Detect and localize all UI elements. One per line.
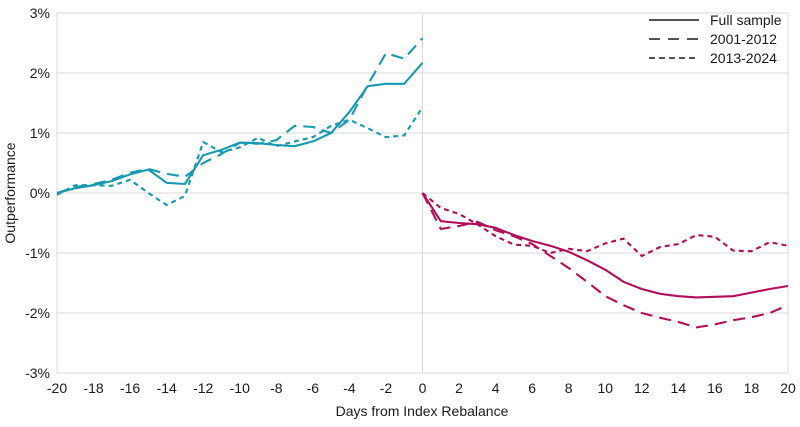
x-tick-label: 2 [455,380,463,396]
x-tick-label: -10 [230,380,250,396]
legend-label: 2001-2012 [710,30,777,47]
y-tick-label: -1% [25,245,50,261]
x-tick-label: 16 [707,380,723,396]
legend-item-2001-2012: 2001-2012 [648,30,788,47]
x-tick-label: -18 [83,380,103,396]
y-tick-label: 2% [30,65,50,81]
x-tick-label: 14 [671,380,687,396]
x-axis-title: Days from Index Rebalance [336,403,509,419]
x-tick-label: 0 [419,380,427,396]
legend: Full sample 2001-2012 2013-2024 [648,11,788,66]
legend-label: 2013-2024 [710,49,777,66]
legend-line-long-dash-icon [649,37,699,40]
legend-item-2013-2024: 2013-2024 [648,49,788,66]
series-line-pre-long-dash [56,37,424,194]
x-tick-label: -4 [343,380,356,396]
x-tick-label: 8 [565,380,573,396]
x-tick-label: -2 [380,380,393,396]
x-tick-label: -14 [157,380,177,396]
y-tick-label: 3% [30,5,50,21]
series-line-post-long-dash [421,192,789,329]
x-tick-label: -20 [47,380,67,396]
x-tick-label: 18 [744,380,760,396]
y-tick-label: 1% [30,125,50,141]
series-line-pre-solid [56,62,424,195]
series-line-post-short-dash [421,192,789,258]
axis-tick-labels: 3%2%1%0%-1%-2%-3%-20 -18 -16 -14 -12 -10 -8 -6-… [25,5,796,396]
series-line-post-solid [421,192,789,299]
x-tick-label: -6 [307,380,320,396]
x-tick-label: 12 [634,380,650,396]
x-tick-label: 6 [528,380,536,396]
legend-item-full-sample: Full sample [648,11,788,28]
legend-line-solid-icon [649,18,699,21]
x-tick-label: -12 [193,380,213,396]
y-tick-label: 0% [30,185,50,201]
legend-line-short-dash-icon [649,56,699,59]
gridlines [56,12,789,374]
x-tick-label: 20 [780,380,796,396]
y-tick-label: -2% [25,305,50,321]
x-tick-label: -8 [270,380,283,396]
series-line-pre-short-dash [56,106,424,207]
x-tick-label: 4 [492,380,500,396]
y-tick-label: -3% [25,365,50,381]
data-series [56,37,789,329]
x-tick-label: 10 [597,380,613,396]
y-axis-title: Outperformance [2,142,18,243]
legend-label: Full sample [710,11,782,28]
x-tick-label: -16 [120,380,140,396]
